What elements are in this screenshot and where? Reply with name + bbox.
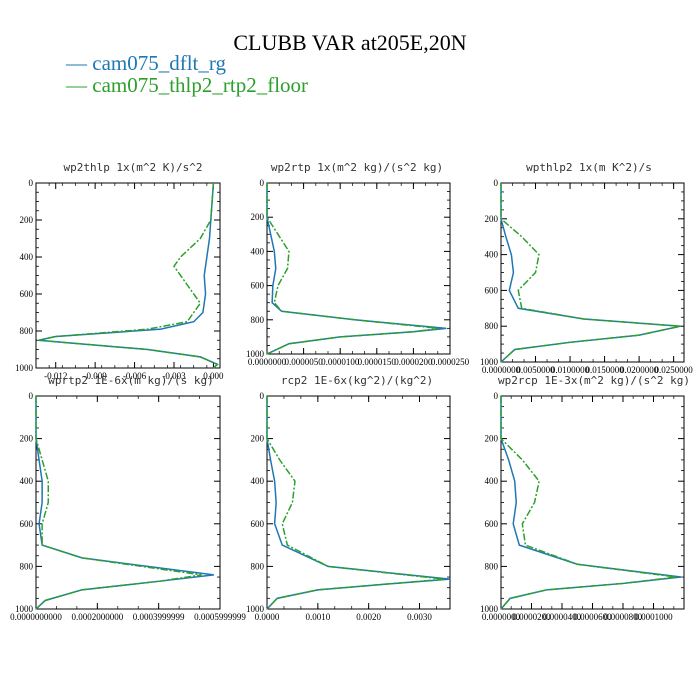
y-tick-label: 800 [251, 315, 265, 325]
y-tick-label: 200 [20, 215, 34, 225]
panel-title: wprtp2 1E-6x(m kg)/(s kg) [48, 374, 214, 387]
plot-frame [266, 182, 451, 355]
x-tick-label: 0.0150000 [585, 365, 624, 375]
panel-title: rcp2 1E-6x(kg^2)/(kg^2) [281, 374, 433, 387]
y-tick-label: 1000 [480, 604, 499, 614]
y-tick-label: 0 [494, 178, 499, 188]
x-tick-label: 0.0003999999 [133, 612, 185, 622]
legend: — cam075_dflt_rg — cam075_thlp2_rtp2_flo… [66, 52, 308, 96]
y-tick-label: 1000 [246, 349, 265, 359]
series-line-thlp2-rtp2-floor [266, 183, 440, 355]
y-tick-label: 0 [260, 178, 265, 188]
series-line-thlp2-rtp2-floor [38, 182, 219, 369]
y-tick-label: 600 [251, 281, 265, 291]
series-line-thlp2-rtp2-floor [35, 396, 202, 610]
series-line-dflt-rg [500, 396, 682, 610]
plot-frame [500, 395, 685, 610]
x-tick-label: 0.0100000 [551, 365, 590, 375]
y-tick-label: 400 [20, 252, 34, 262]
series-line-dflt-rg [38, 182, 219, 369]
y-tick-label: 0 [260, 391, 265, 401]
y-tick-label: 200 [485, 434, 499, 444]
series-line-thlp2-rtp2-floor [500, 396, 677, 610]
x-tick-label: 0.0000000 [482, 365, 521, 375]
y-tick-label: 600 [485, 285, 499, 295]
x-tick-label: -0.003 [162, 371, 186, 381]
x-tick-label: 0.0000200 [512, 612, 551, 622]
chart-panel-6: wp2rcp 1E-3x(m^2 kg)/(s^2 kg) 0 200 400 600 8… [480, 374, 690, 622]
x-tick-label: 0.000 [203, 371, 224, 381]
x-tick-label: 0.0000050 [284, 357, 323, 367]
y-tick-label: 600 [20, 289, 34, 299]
y-tick-label: 800 [20, 326, 34, 336]
y-tick-label: 800 [485, 561, 499, 571]
series-line-thlp2-rtp2-floor [266, 396, 446, 610]
y-tick-label: 0 [29, 391, 34, 401]
plot-frame [500, 182, 685, 363]
legend-entry-floor: — cam075_thlp2_rtp2_floor [66, 73, 309, 97]
y-tick-label: 1000 [15, 604, 34, 614]
y-tick-label: 0 [494, 391, 499, 401]
y-tick-label: 200 [20, 434, 34, 444]
series-line-dflt-rg [266, 183, 447, 355]
y-tick-label: 400 [251, 476, 265, 486]
x-tick-label: 0.0000250 [431, 357, 470, 367]
y-tick-label: 200 [251, 212, 265, 222]
panel-title: wp2rcp 1E-3x(m^2 kg)/(s^2 kg) [498, 374, 690, 387]
y-tick-label: 400 [251, 246, 265, 256]
y-tick-label: 1000 [246, 604, 265, 614]
y-tick-label: 1000 [15, 363, 34, 373]
chart-panel-3: wpthlp2 1x(m K^2)/s020040060080010000.00… [480, 161, 693, 375]
y-tick-label: 600 [485, 519, 499, 529]
series-line-dflt-rg [500, 183, 681, 363]
chart-panel-4: wprtp2 1E-6x(m kg)/(s kg) 0 200 400 600 800 10… [10, 374, 246, 622]
y-tick-label: 800 [20, 561, 34, 571]
x-tick-label: -0.012 [44, 371, 67, 381]
panel-title: wp2thlp 1x(m^2 K)/s^2 [63, 161, 202, 174]
series-line-thlp2-rtp2-floor [500, 183, 681, 363]
figure-title: CLUBB VAR at205E,20N [233, 30, 467, 55]
plot-frame [35, 182, 221, 369]
x-tick-label: 0.0050000 [516, 365, 555, 375]
x-tick-label: 0.0000 [255, 612, 280, 622]
chart-panel-1: wp2thlp 1x(m^2 K)/s^2 0 200 400 600 800 1000 -0… [15, 161, 224, 381]
y-tick-label: 400 [20, 476, 34, 486]
x-tick-label: 0.0001000 [634, 612, 673, 622]
x-tick-label: 0.0000150 [358, 357, 397, 367]
x-tick-label: -0.009 [84, 371, 108, 381]
y-tick-label: 600 [251, 519, 265, 529]
x-tick-label: 0.0000000000 [10, 612, 62, 622]
x-tick-label: 0.0200000 [620, 365, 659, 375]
x-tick-label: 0.0000600 [573, 612, 612, 622]
y-tick-label: 0 [29, 178, 34, 188]
chart-panel-2: wp2rtp 1x(m^2 kg)/(s^2 kg) 0 200 400 600 800 1… [246, 161, 470, 367]
y-tick-label: 1000 [480, 357, 499, 367]
x-tick-label: 0.0030 [407, 612, 432, 622]
legend-entry-dflt: — cam075_dflt_rg [66, 51, 227, 75]
x-tick-label: 0.0010 [305, 612, 330, 622]
panel-title: wp2rtp 1x(m^2 kg)/(s^2 kg) [271, 161, 443, 174]
chart-panel-5: rcp2 1E-6x(kg^2)/(kg^2) 0 200 400 600 800 1000… [246, 374, 451, 622]
y-tick-label: 200 [251, 434, 265, 444]
x-tick-label: 0.0020 [356, 612, 381, 622]
y-tick-label: 200 [485, 214, 499, 224]
y-tick-label: 400 [485, 250, 499, 260]
x-tick-label: 0.0000000 [482, 612, 521, 622]
y-tick-label: 600 [20, 519, 34, 529]
y-tick-label: 800 [251, 561, 265, 571]
x-tick-label: 0.0250000 [655, 365, 694, 375]
x-tick-label: 0.0000100 [321, 357, 360, 367]
x-tick-label: 0.0000800 [604, 612, 643, 622]
y-tick-label: 800 [485, 321, 499, 331]
x-tick-label: 0.0005999999 [194, 612, 246, 622]
x-tick-label: 0.0000400 [543, 612, 582, 622]
x-tick-label: 0.0000200 [394, 357, 433, 367]
panel-title: wpthlp2 1x(m K^2)/s [526, 161, 652, 174]
x-tick-label: -0.006 [123, 371, 147, 381]
x-tick-label: 0.0000000 [248, 357, 287, 367]
y-tick-label: 400 [485, 476, 499, 486]
x-tick-label: 0.0002000000 [71, 612, 123, 622]
